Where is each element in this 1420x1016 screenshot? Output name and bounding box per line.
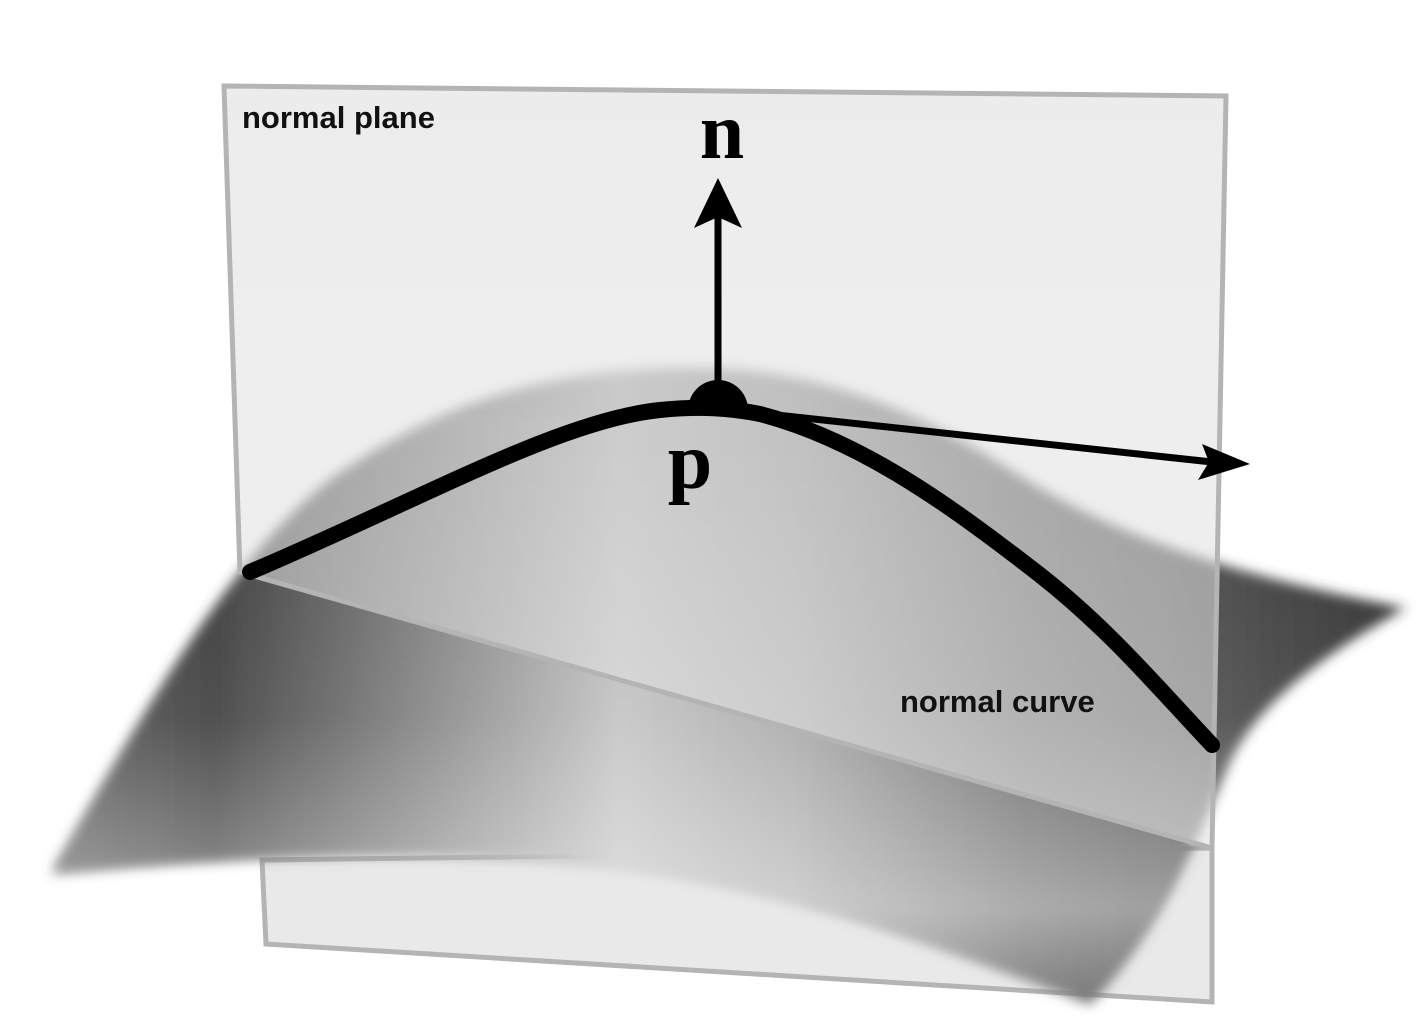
- normal-vector: [694, 178, 742, 404]
- point-marker-icon: [688, 380, 748, 410]
- normal-vector-label: n: [700, 88, 745, 176]
- normal-curve-label: normal curve: [900, 684, 1095, 719]
- normal-plane: [221, 83, 1229, 852]
- up-arrow-icon: [694, 178, 742, 228]
- right-arrow-icon: [1198, 444, 1250, 480]
- point-label: p: [668, 418, 713, 506]
- tangent-vector: [729, 406, 1250, 480]
- normal-plane-label: normal plane: [242, 100, 435, 135]
- tangent-vector-shaft: [729, 406, 1213, 466]
